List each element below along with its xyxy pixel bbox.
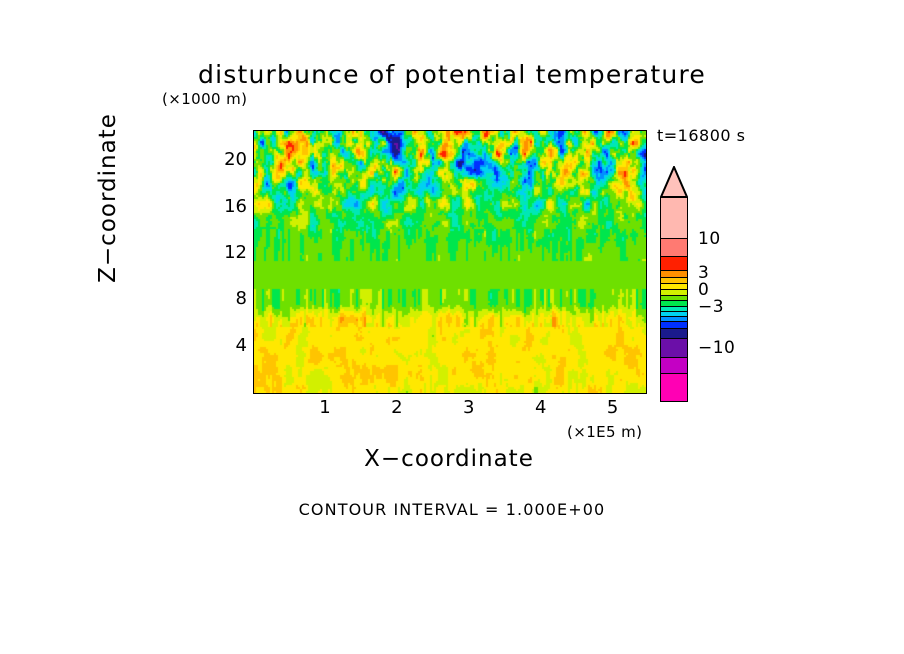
colorbar-band xyxy=(661,271,687,278)
colorbar-band xyxy=(661,307,687,312)
y-axis-label: Z−coordinate xyxy=(95,113,121,283)
x-tick-label: 5 xyxy=(606,397,619,418)
contour-field-canvas xyxy=(254,131,646,393)
x-tick-label: 1 xyxy=(319,397,331,418)
colorbar-band xyxy=(661,358,687,374)
colorbar-gradient xyxy=(660,197,688,402)
x-tick-label: 3 xyxy=(463,397,475,418)
colorbar-band xyxy=(661,278,687,284)
colorbar-arrow-icon xyxy=(660,166,688,198)
x-axis-unit-label: (×1E5 m) xyxy=(567,423,643,441)
colorbar-tick-label: 0 xyxy=(698,280,710,300)
colorbar-tick-label: 3 xyxy=(698,263,710,283)
colorbar: 10 3 0 −3 −10 xyxy=(660,166,780,402)
contour-plot-area xyxy=(253,130,647,394)
colorbar-band xyxy=(661,374,687,401)
x-tick-label: 2 xyxy=(391,397,403,418)
contour-interval-caption: CONTOUR INTERVAL = 1.000E+00 xyxy=(298,500,606,519)
colorbar-band xyxy=(661,312,687,317)
x-axis-label: X−coordinate xyxy=(364,446,534,472)
y-tick-label: 16 xyxy=(224,195,247,217)
y-tick-label: 4 xyxy=(235,334,247,356)
page-title: disturbunce of potential temperature xyxy=(198,60,706,89)
colorbar-tick-label: −3 xyxy=(698,297,725,317)
vertical-axis-unit-label: (×1000 m) xyxy=(162,90,248,108)
x-tick-label: 4 xyxy=(534,397,547,418)
colorbar-band xyxy=(661,296,687,301)
colorbar-band xyxy=(661,198,687,239)
colorbar-band xyxy=(661,257,687,271)
colorbar-band xyxy=(661,339,687,358)
y-tick-label: 20 xyxy=(224,149,247,171)
colorbar-tick-label: −10 xyxy=(698,338,736,358)
y-tick-label: 12 xyxy=(224,241,247,263)
colorbar-band xyxy=(661,322,687,329)
colorbar-band xyxy=(661,290,687,296)
timestamp-annotation: t=16800 s xyxy=(657,126,746,145)
y-tick-label: 8 xyxy=(235,288,247,310)
colorbar-tick-label: 10 xyxy=(698,229,721,249)
colorbar-band xyxy=(661,301,687,307)
x-axis-ticks: 1 2 3 4 5 xyxy=(253,397,645,423)
colorbar-band xyxy=(661,284,687,290)
y-axis-ticks: 4 8 12 16 20 xyxy=(203,130,247,392)
colorbar-band xyxy=(661,329,687,339)
colorbar-band xyxy=(661,239,687,257)
colorbar-band xyxy=(661,317,687,322)
